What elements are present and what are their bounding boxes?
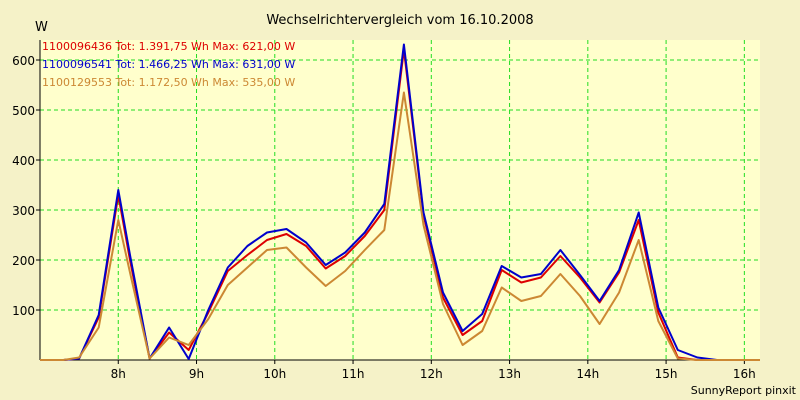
y-axis-label: W	[35, 20, 48, 35]
y-tick-label: 600	[12, 54, 35, 68]
credit-text: SunnyReport pinxit	[691, 384, 797, 397]
series-line-1100129553	[40, 91, 760, 361]
chart-title: Wechselrichtervergleich vom 16.10.2008	[266, 13, 533, 28]
x-tick-label: 12h	[420, 367, 443, 381]
legend-entry: 1100096436 Tot: 1.391,75 Wh Max: 621,00 …	[42, 40, 295, 53]
y-tick-label: 500	[12, 104, 35, 118]
x-tick-label: 14h	[576, 367, 599, 381]
x-tick-label: 8h	[111, 367, 126, 381]
y-tick-label: 300	[12, 204, 35, 218]
tick-labels: 100 200 300 400 500 600 8h 9h 10h 11h 12h 13h 14h 15h…	[12, 54, 756, 381]
x-tick-label: 13h	[498, 367, 521, 381]
plot-area	[40, 40, 760, 360]
x-tick-label: 16h	[733, 367, 756, 381]
legend: 1100096436 Tot: 1.391,75 Wh Max: 621,00 …	[42, 40, 295, 89]
y-tick-label: 100	[12, 304, 35, 318]
axes	[39, 40, 760, 361]
x-tick-label: 11h	[342, 367, 365, 381]
x-tick-label: 9h	[189, 367, 204, 381]
data-series	[40, 43, 760, 361]
grid-lines	[40, 40, 760, 360]
series-line-1100096541	[40, 43, 760, 361]
y-tick-label: 400	[12, 154, 35, 168]
legend-entry: 1100129553 Tot: 1.172,50 Wh Max: 535,00 …	[42, 76, 295, 89]
x-tick-label: 10h	[263, 367, 286, 381]
y-tick-label: 200	[12, 254, 35, 268]
x-tick-label: 15h	[655, 367, 678, 381]
legend-entry: 1100096541 Tot: 1.466,25 Wh Max: 631,00 …	[42, 58, 295, 71]
